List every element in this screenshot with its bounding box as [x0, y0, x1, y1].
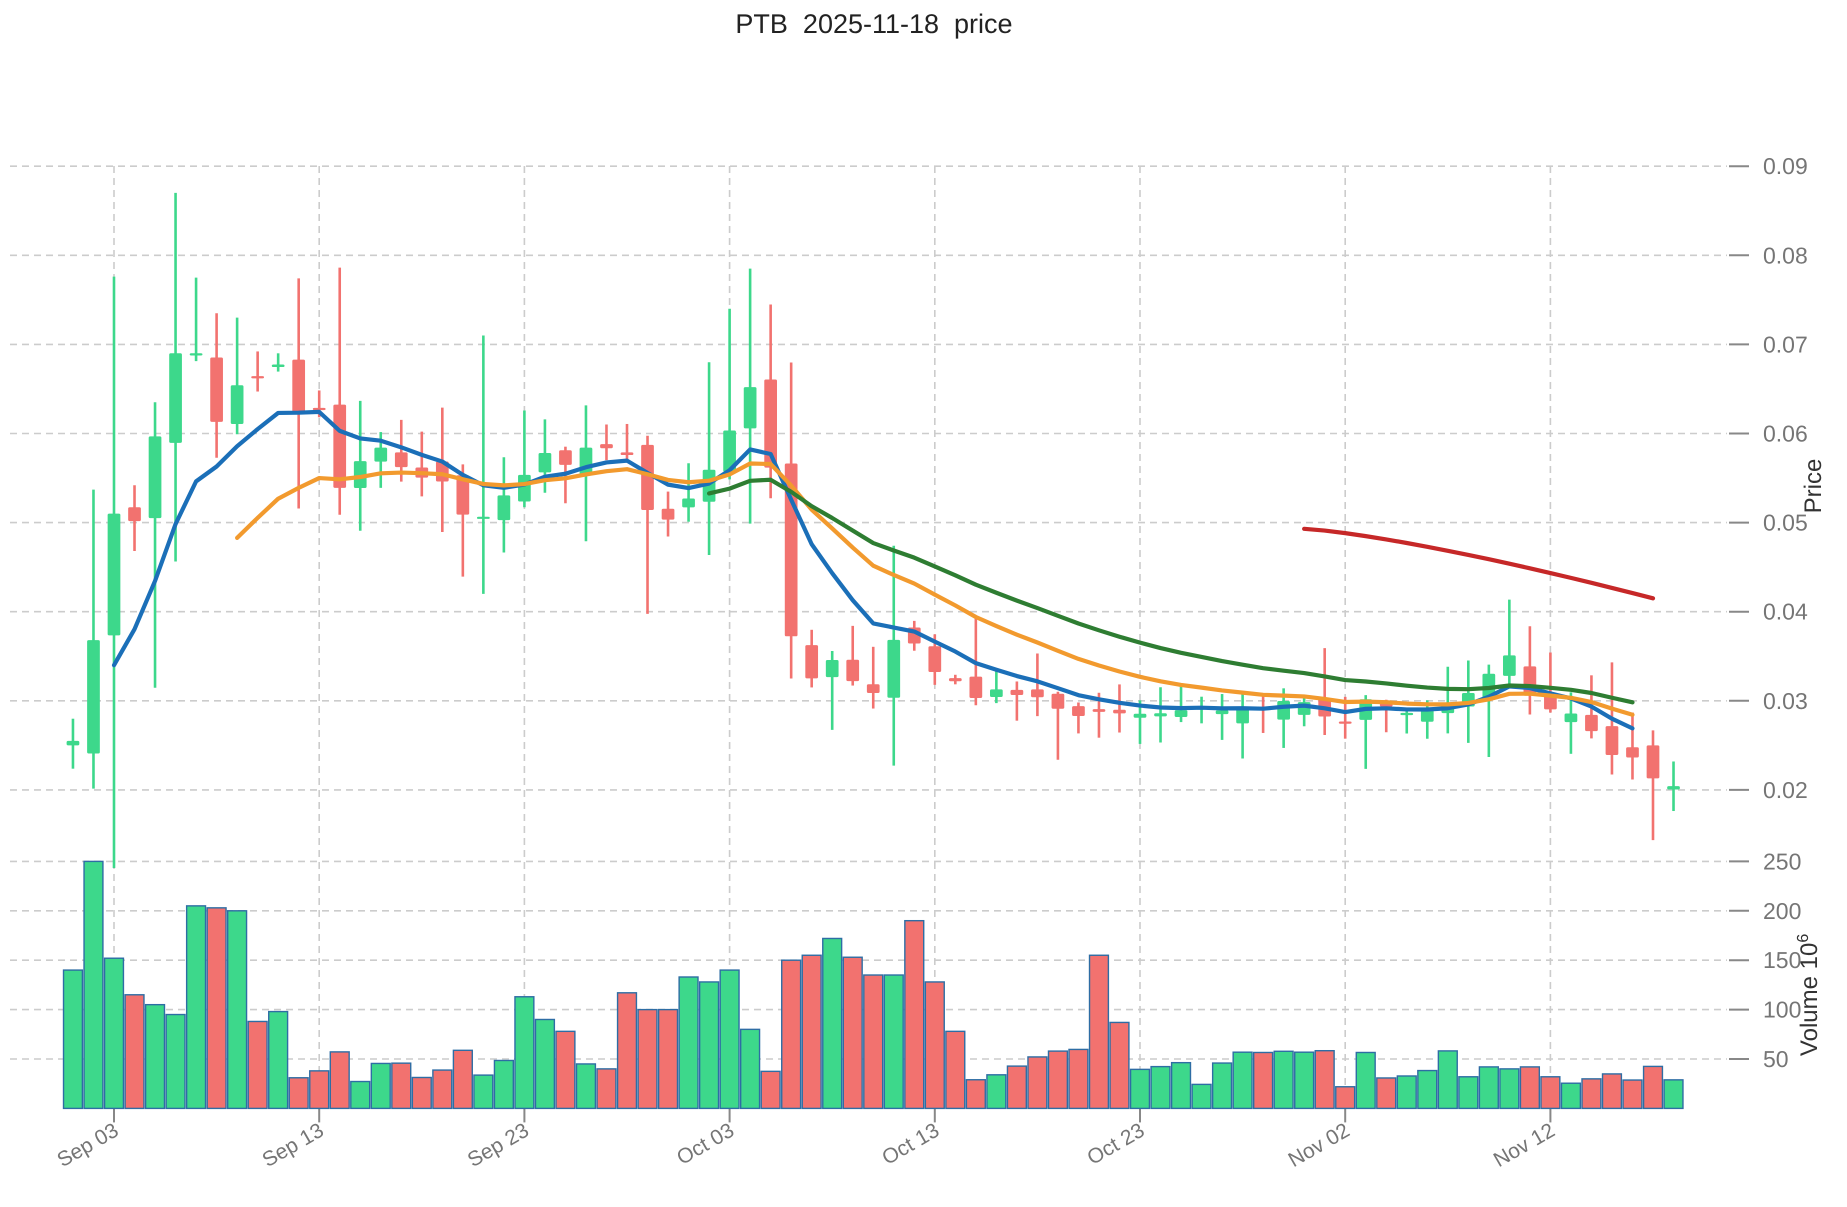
svg-text:0.02: 0.02: [1763, 777, 1808, 803]
svg-text:250: 250: [1763, 848, 1801, 874]
svg-text:0.07: 0.07: [1763, 331, 1808, 357]
svg-text:Volume 106: Volume 106: [1795, 934, 1823, 1056]
svg-text:200: 200: [1763, 898, 1801, 924]
svg-text:Price: Price: [1800, 459, 1827, 514]
svg-text:0.06: 0.06: [1763, 421, 1808, 447]
svg-text:0.09: 0.09: [1763, 153, 1808, 179]
svg-text:0.08: 0.08: [1763, 242, 1808, 268]
svg-text:50: 50: [1763, 1046, 1789, 1072]
svg-text:0.04: 0.04: [1763, 599, 1808, 625]
svg-text:0.03: 0.03: [1763, 688, 1808, 714]
svg-text:PTB 2025-11-18 price: PTB 2025-11-18 price: [735, 9, 1012, 39]
